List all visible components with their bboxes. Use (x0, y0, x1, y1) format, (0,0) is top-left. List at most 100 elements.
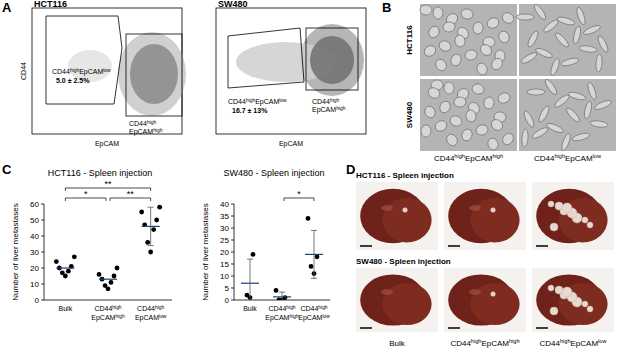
cell (483, 96, 495, 110)
figure: ABCDHCT116CD44highEpCAMlow5.0 ± 2.5%CD44… (0, 0, 617, 356)
image-bg (420, 4, 517, 76)
label-part: high (286, 305, 296, 310)
cell (561, 57, 580, 67)
cell (521, 129, 528, 147)
cell (460, 8, 474, 21)
axis-label: EpCAM (95, 140, 119, 148)
cell (497, 91, 512, 105)
row-title: SW480 - Spleen injection (356, 257, 451, 266)
nodule (582, 217, 588, 223)
y-tick (231, 300, 234, 301)
nodule (562, 203, 572, 213)
error-cap (148, 207, 154, 208)
dot (306, 216, 311, 221)
tick-label: EpCAMlow (135, 314, 167, 322)
label-part: CD44 (300, 305, 318, 312)
cell (526, 30, 540, 49)
scale-bar (360, 245, 372, 247)
liver-lobe (470, 198, 519, 243)
cell (522, 110, 536, 129)
cell (583, 101, 593, 120)
y-tick (231, 288, 234, 289)
y-tick (231, 228, 234, 229)
cell (460, 128, 474, 143)
dot (148, 250, 153, 255)
liver-lobe (558, 198, 607, 243)
label-part: low (279, 98, 287, 103)
error-bar (282, 292, 283, 300)
label-part: low (159, 314, 167, 319)
error-bar (150, 207, 151, 245)
row-label: SW480 (405, 101, 414, 128)
label: EpCAMhigh (129, 128, 163, 136)
y-tick (231, 204, 234, 205)
cell (449, 53, 463, 68)
photo-bg (532, 268, 614, 332)
axis-label: CD44 (20, 62, 27, 80)
label-part: high (318, 305, 328, 310)
y-tick (41, 236, 44, 237)
cell (532, 3, 547, 21)
dot (103, 283, 108, 288)
cell (590, 120, 609, 128)
micrograph (420, 79, 517, 151)
error-cap (311, 230, 317, 231)
cell (420, 5, 432, 15)
photo-bg (444, 182, 526, 250)
label-part: high (112, 305, 122, 310)
nodule (562, 287, 572, 297)
error-cap (279, 292, 285, 293)
label-part: low (322, 314, 330, 319)
nodule (550, 307, 558, 315)
scale-bar (536, 245, 548, 247)
y-tick (231, 240, 234, 241)
y-tick (41, 284, 44, 285)
label-part: EpCAM (565, 154, 593, 163)
cell (433, 7, 444, 20)
cell (549, 58, 561, 77)
cell (527, 89, 545, 95)
column-label: CD44highEpCAMlow (540, 338, 608, 348)
dot (115, 266, 120, 271)
tick-label: 30 (220, 224, 229, 233)
panel-letter: B (382, 0, 391, 15)
label: CD44high (312, 98, 339, 105)
cell (475, 124, 489, 137)
cell (500, 11, 515, 26)
label-part: CD44 (129, 120, 147, 127)
significance-label: * (84, 189, 88, 199)
label-part: EpCAM (265, 314, 289, 322)
photo-bg (356, 268, 438, 332)
cell (565, 106, 582, 123)
data-group (241, 216, 323, 300)
y-tick (41, 300, 44, 301)
tick-label: 60 (30, 200, 39, 209)
label: CD44high (129, 120, 156, 127)
dot (245, 293, 250, 298)
label-part: high (509, 338, 520, 344)
photo-bg (532, 182, 614, 250)
label-part: EpCAM (129, 128, 153, 136)
dot (283, 295, 288, 300)
tick-label: 15 (220, 260, 229, 269)
y-tick (41, 252, 44, 253)
cell (543, 78, 558, 96)
cell (437, 39, 452, 53)
liver-lobe (470, 283, 519, 325)
tick-label: Bulk (59, 305, 73, 312)
cell (433, 119, 448, 134)
tick-label: 20 (220, 248, 229, 257)
error-bar (314, 230, 315, 278)
tick-label: CD44high (300, 305, 327, 312)
column-label: Bulk (389, 339, 406, 348)
cell (531, 126, 550, 140)
cell (557, 16, 576, 27)
cell (448, 114, 463, 128)
label-part: high (70, 68, 80, 73)
liver-lobe (382, 198, 431, 243)
cell (444, 82, 455, 95)
dot (97, 272, 102, 277)
highlight (381, 205, 393, 211)
label-part: EpCAM (298, 314, 322, 322)
dot (274, 288, 279, 293)
